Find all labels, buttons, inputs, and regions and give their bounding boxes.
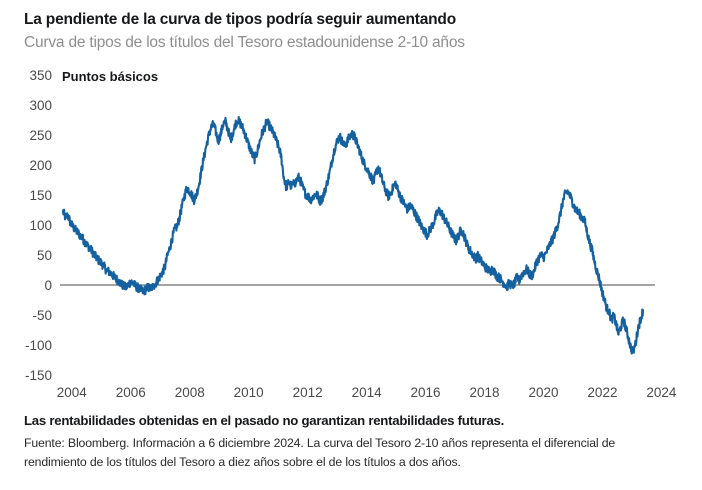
- y-tick-label: 350: [29, 68, 52, 83]
- x-tick-label: 2018: [470, 385, 500, 400]
- y-tick-label: -100: [25, 338, 52, 353]
- y-tick-label: 100: [29, 218, 52, 233]
- disclaimer-text: Las rentabilidades obtenidas en el pasad…: [24, 413, 505, 428]
- page-title: La pendiente de la curva de tipos podría…: [24, 11, 456, 28]
- x-axis-ticks: 2004 2006 2008 2010 2012 2014 2016 2018 2020 2022…: [57, 385, 677, 400]
- y-tick-label: -150: [25, 368, 52, 383]
- y-tick-label: 200: [29, 158, 52, 173]
- y-axis-ticks: 350 300 250 200 150 100 50 0 -50 -100 -150: [25, 68, 52, 383]
- series-line-0: [61, 115, 645, 355]
- x-tick-label: 2022: [587, 385, 617, 400]
- line-chart: 350 300 250 200 150 100 50 0 -50 -100 -150 2004 2006…: [25, 68, 677, 400]
- chart-container: Puntos básicos 350 300 250 200 150 100 50 0 -50 -…: [0, 60, 702, 405]
- source-note: Fuente: Bloomberg. Información a 6 dicie…: [24, 436, 616, 469]
- x-tick-label: 2004: [57, 385, 88, 400]
- x-tick-label: 2020: [528, 385, 558, 400]
- x-tick-label: 2024: [646, 385, 677, 400]
- y-tick-label: 0: [44, 278, 52, 293]
- x-tick-label: 2014: [352, 385, 383, 400]
- y-tick-label: 150: [29, 188, 52, 203]
- y-axis-units-label: Puntos básicos: [62, 69, 159, 84]
- x-tick-label: 2008: [175, 385, 205, 400]
- page-subtitle: Curva de tipos de los títulos del Tesoro…: [24, 34, 465, 51]
- y-tick-label: -50: [32, 308, 52, 323]
- x-tick-label: 2006: [116, 385, 146, 400]
- x-tick-label: 2016: [411, 385, 441, 400]
- x-tick-label: 2010: [234, 385, 264, 400]
- y-tick-label: 300: [29, 98, 52, 113]
- y-tick-label: 50: [37, 248, 52, 263]
- x-tick-label: 2012: [293, 385, 323, 400]
- y-tick-label: 250: [29, 128, 52, 143]
